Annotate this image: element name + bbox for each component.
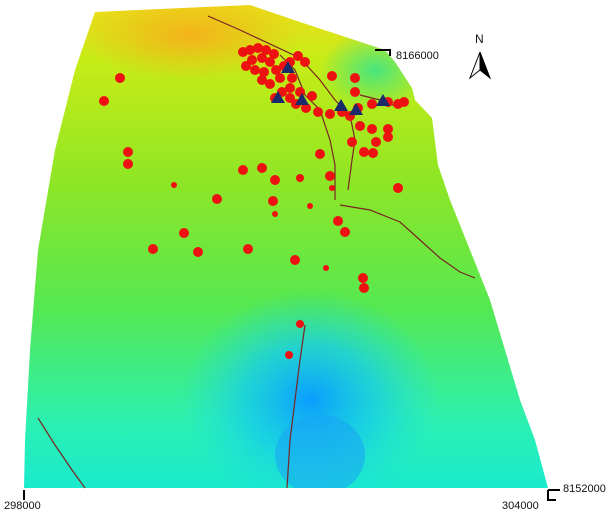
sample-point — [245, 45, 255, 55]
sample-point — [325, 109, 335, 119]
north-label: N — [475, 32, 484, 46]
sample-point — [347, 137, 357, 147]
y-max-label: 8166000 — [396, 50, 439, 62]
sample-point — [323, 265, 329, 271]
station-markers — [271, 61, 390, 115]
sample-point — [285, 93, 295, 103]
sample-point — [307, 91, 317, 101]
sample-point — [243, 244, 253, 254]
sample-point — [265, 57, 275, 67]
sample-point — [148, 244, 158, 254]
sample-point — [315, 149, 325, 159]
stream-line — [37, 417, 86, 489]
sample-point — [171, 182, 177, 188]
sample-point — [270, 175, 280, 185]
sample-point — [257, 53, 267, 63]
sample-point — [307, 203, 313, 209]
sample-point — [329, 185, 335, 191]
sample-point — [313, 107, 323, 117]
sample-point — [293, 51, 303, 61]
sample-point — [300, 57, 310, 67]
sample-point — [261, 45, 271, 55]
sample-point — [350, 73, 360, 83]
sample-point — [301, 103, 311, 113]
sample-point — [393, 183, 403, 193]
sample-point — [327, 71, 337, 81]
sample-point — [238, 165, 248, 175]
sample-point — [253, 43, 263, 53]
sample-point — [296, 174, 304, 182]
y-min-label: 8152000 — [563, 483, 606, 495]
sample-point — [99, 96, 109, 106]
sample-point — [268, 196, 278, 206]
sample-point — [241, 61, 251, 71]
station-marker — [271, 91, 285, 103]
stream-line — [339, 204, 476, 279]
sample-point — [179, 228, 189, 238]
sample-point — [350, 87, 360, 97]
sample-point — [371, 137, 381, 147]
sample-point — [271, 65, 281, 75]
tick-y-max — [375, 49, 391, 56]
sample-point — [295, 87, 305, 97]
station-marker — [349, 103, 363, 115]
sample-point — [265, 79, 275, 89]
stream-line — [207, 15, 356, 191]
sample-point — [275, 73, 285, 83]
sample-points — [99, 43, 409, 359]
sample-point — [340, 227, 350, 237]
sample-point — [368, 148, 378, 158]
sample-point — [358, 273, 368, 283]
station-marker — [376, 94, 390, 106]
sample-point — [383, 124, 393, 134]
sample-point — [325, 171, 335, 181]
sample-point — [383, 132, 393, 142]
sample-point — [269, 49, 279, 59]
sample-point — [287, 73, 297, 83]
sample-point — [250, 65, 260, 75]
x-max-label: 304000 — [502, 500, 539, 512]
sample-point — [399, 97, 409, 107]
sample-point — [257, 75, 267, 85]
sample-point — [123, 147, 133, 157]
sample-point — [193, 247, 203, 257]
sample-point — [123, 159, 133, 169]
sample-point — [257, 163, 267, 173]
sample-point — [212, 194, 222, 204]
sample-point — [367, 124, 377, 134]
sample-point — [272, 211, 278, 217]
tick-x-max — [547, 490, 556, 501]
sample-point — [296, 320, 304, 328]
map-frame-ticks — [23, 49, 560, 501]
sample-point — [259, 67, 269, 77]
sample-point — [359, 283, 369, 293]
sample-point — [333, 216, 343, 226]
station-marker — [334, 99, 348, 111]
sample-point — [285, 351, 293, 359]
stream-line — [286, 324, 306, 489]
sample-point — [359, 147, 369, 157]
station-marker — [295, 93, 309, 105]
north-arrow-icon — [468, 51, 492, 80]
x-min-label: 298000 — [4, 500, 41, 512]
sample-point — [285, 83, 295, 93]
sample-point — [367, 99, 377, 109]
station-marker — [281, 61, 295, 73]
sample-point — [355, 121, 365, 131]
sample-point — [290, 255, 300, 265]
sample-point — [115, 73, 125, 83]
